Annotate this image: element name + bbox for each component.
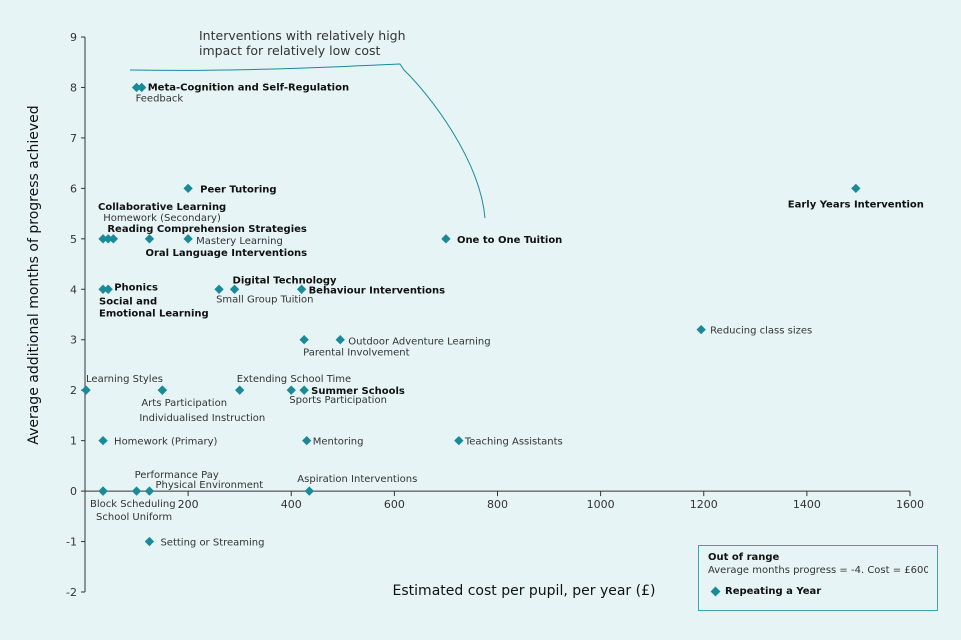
data-point[interactable] [286, 385, 296, 395]
data-point[interactable] [144, 536, 155, 547]
point-label: Individualised Instruction [139, 413, 265, 424]
point-label: School Uniform [96, 512, 172, 523]
point-label: Setting or Streaming [160, 538, 264, 549]
point-label: Social and Emotional Learning [99, 296, 209, 319]
data-point[interactable] [696, 324, 706, 335]
axes: -2 -1 0 1 2 3 4 5 6 7 8 9 200 400 600 800 1000 1200 1400 16… [66, 31, 924, 599]
data-point[interactable] [137, 82, 147, 93]
data-point[interactable] [229, 284, 240, 294]
point-label: Homework (Secondary) [103, 213, 221, 224]
data-point[interactable] [81, 385, 91, 395]
diamond-marker-icon [710, 586, 721, 597]
point-label: Oral Language Interventions [145, 248, 307, 259]
x-tick-label: 800 [487, 498, 508, 511]
point-label: Arts Participation [141, 398, 227, 409]
data-point[interactable] [851, 183, 861, 194]
y-tick-label: -2 [66, 586, 77, 599]
y-tick-label: 0 [70, 485, 77, 498]
point-label: Summer Schools [311, 386, 405, 397]
data-point[interactable] [131, 82, 142, 93]
point-label: Early Years Intervention [788, 199, 924, 210]
point-label: Behaviour Interventions [309, 285, 446, 296]
legend-item-label: Repeating a Year [725, 586, 822, 597]
data-point[interactable] [131, 486, 142, 496]
annotation-text: Interventions with relatively high impact… [199, 28, 406, 58]
point-label: Peer Tutoring [200, 184, 276, 195]
y-tick-label: 4 [70, 283, 77, 296]
data-point[interactable] [302, 435, 312, 446]
y-axis-title: Average additional months of progress ac… [26, 105, 42, 444]
data-point[interactable] [235, 385, 245, 395]
out-of-range-legend: Out of range Average months progress = -… [698, 545, 938, 611]
data-point[interactable] [103, 284, 113, 294]
point-label: Reducing class sizes [710, 326, 812, 337]
point-label: Outdoor Adventure Learning [348, 337, 490, 348]
data-point[interactable] [144, 486, 155, 496]
point-label: Aspiration Interventions [297, 474, 417, 485]
y-tick-label: 8 [70, 81, 77, 94]
y-tick-label: 2 [70, 384, 77, 397]
point-label: Mentoring [313, 437, 364, 448]
point-label: Digital Technology [233, 275, 338, 286]
point-label: Meta-Cognition and Self-Regulation [148, 82, 349, 93]
point-label: Parental Involvement [303, 348, 410, 359]
x-tick-label: 1200 [690, 498, 718, 511]
annotation-brace [129, 63, 486, 219]
y-tick-label: 5 [70, 233, 77, 246]
data-point[interactable] [144, 234, 155, 244]
data-point[interactable] [299, 385, 309, 395]
point-label: Mastery Learning [196, 236, 283, 247]
point-label: Block Scheduling [90, 499, 176, 510]
point-label: One to One Tuition [457, 235, 562, 246]
data-point[interactable] [108, 234, 119, 244]
y-tick-label: 3 [70, 334, 77, 347]
data-point[interactable] [98, 435, 108, 446]
x-tick-label: 200 [178, 498, 199, 511]
legend-title: Out of range [708, 552, 780, 563]
y-tick-label: 1 [70, 435, 77, 448]
data-point[interactable] [296, 284, 307, 294]
legend-description: Average months progress = -4. Cost = £60… [708, 565, 928, 576]
x-tick-label: 1600 [896, 498, 924, 511]
x-axis-title: Estimated cost per pupil, per year (£) [393, 583, 656, 599]
data-point[interactable] [299, 335, 309, 345]
point-label: Phonics [114, 282, 158, 293]
data-point[interactable] [304, 486, 314, 496]
point-label: Small Group Tuition [216, 294, 313, 305]
point-label: Reading Comprehension Strategies [107, 224, 307, 235]
y-tick-label: -1 [66, 536, 77, 549]
data-point[interactable] [183, 183, 193, 194]
point-label: Extending School Time [237, 374, 352, 385]
data-point[interactable] [454, 435, 464, 446]
annotation-layer: Interventions with relatively high impact… [129, 28, 486, 219]
point-label: Performance Pay [135, 470, 219, 481]
x-tick-label: 1000 [587, 498, 615, 511]
data-point[interactable] [335, 335, 345, 345]
legend-item: Repeating a Year [708, 586, 928, 597]
x-tick-label: 600 [384, 498, 405, 511]
point-label: Learning Styles [86, 374, 163, 385]
point-label: Collaborative Learning [98, 202, 226, 213]
data-point[interactable] [157, 385, 168, 395]
point-label: Teaching Assistants [464, 437, 563, 448]
data-point[interactable] [214, 284, 224, 294]
y-tick-label: 6 [70, 182, 77, 195]
x-tick-label: 400 [281, 498, 302, 511]
point-label: Physical Environment [155, 480, 263, 491]
y-tick-label: 9 [70, 31, 77, 44]
y-tick-label: 7 [70, 132, 77, 145]
x-tick-label: 1400 [793, 498, 821, 511]
data-point[interactable] [183, 234, 193, 244]
data-point[interactable] [98, 284, 108, 294]
point-label: Feedback [136, 93, 184, 104]
point-label: Homework (Primary) [114, 437, 217, 448]
data-point[interactable] [441, 234, 451, 244]
data-point[interactable] [98, 486, 108, 496]
point-label: Sports Participation [289, 395, 387, 406]
